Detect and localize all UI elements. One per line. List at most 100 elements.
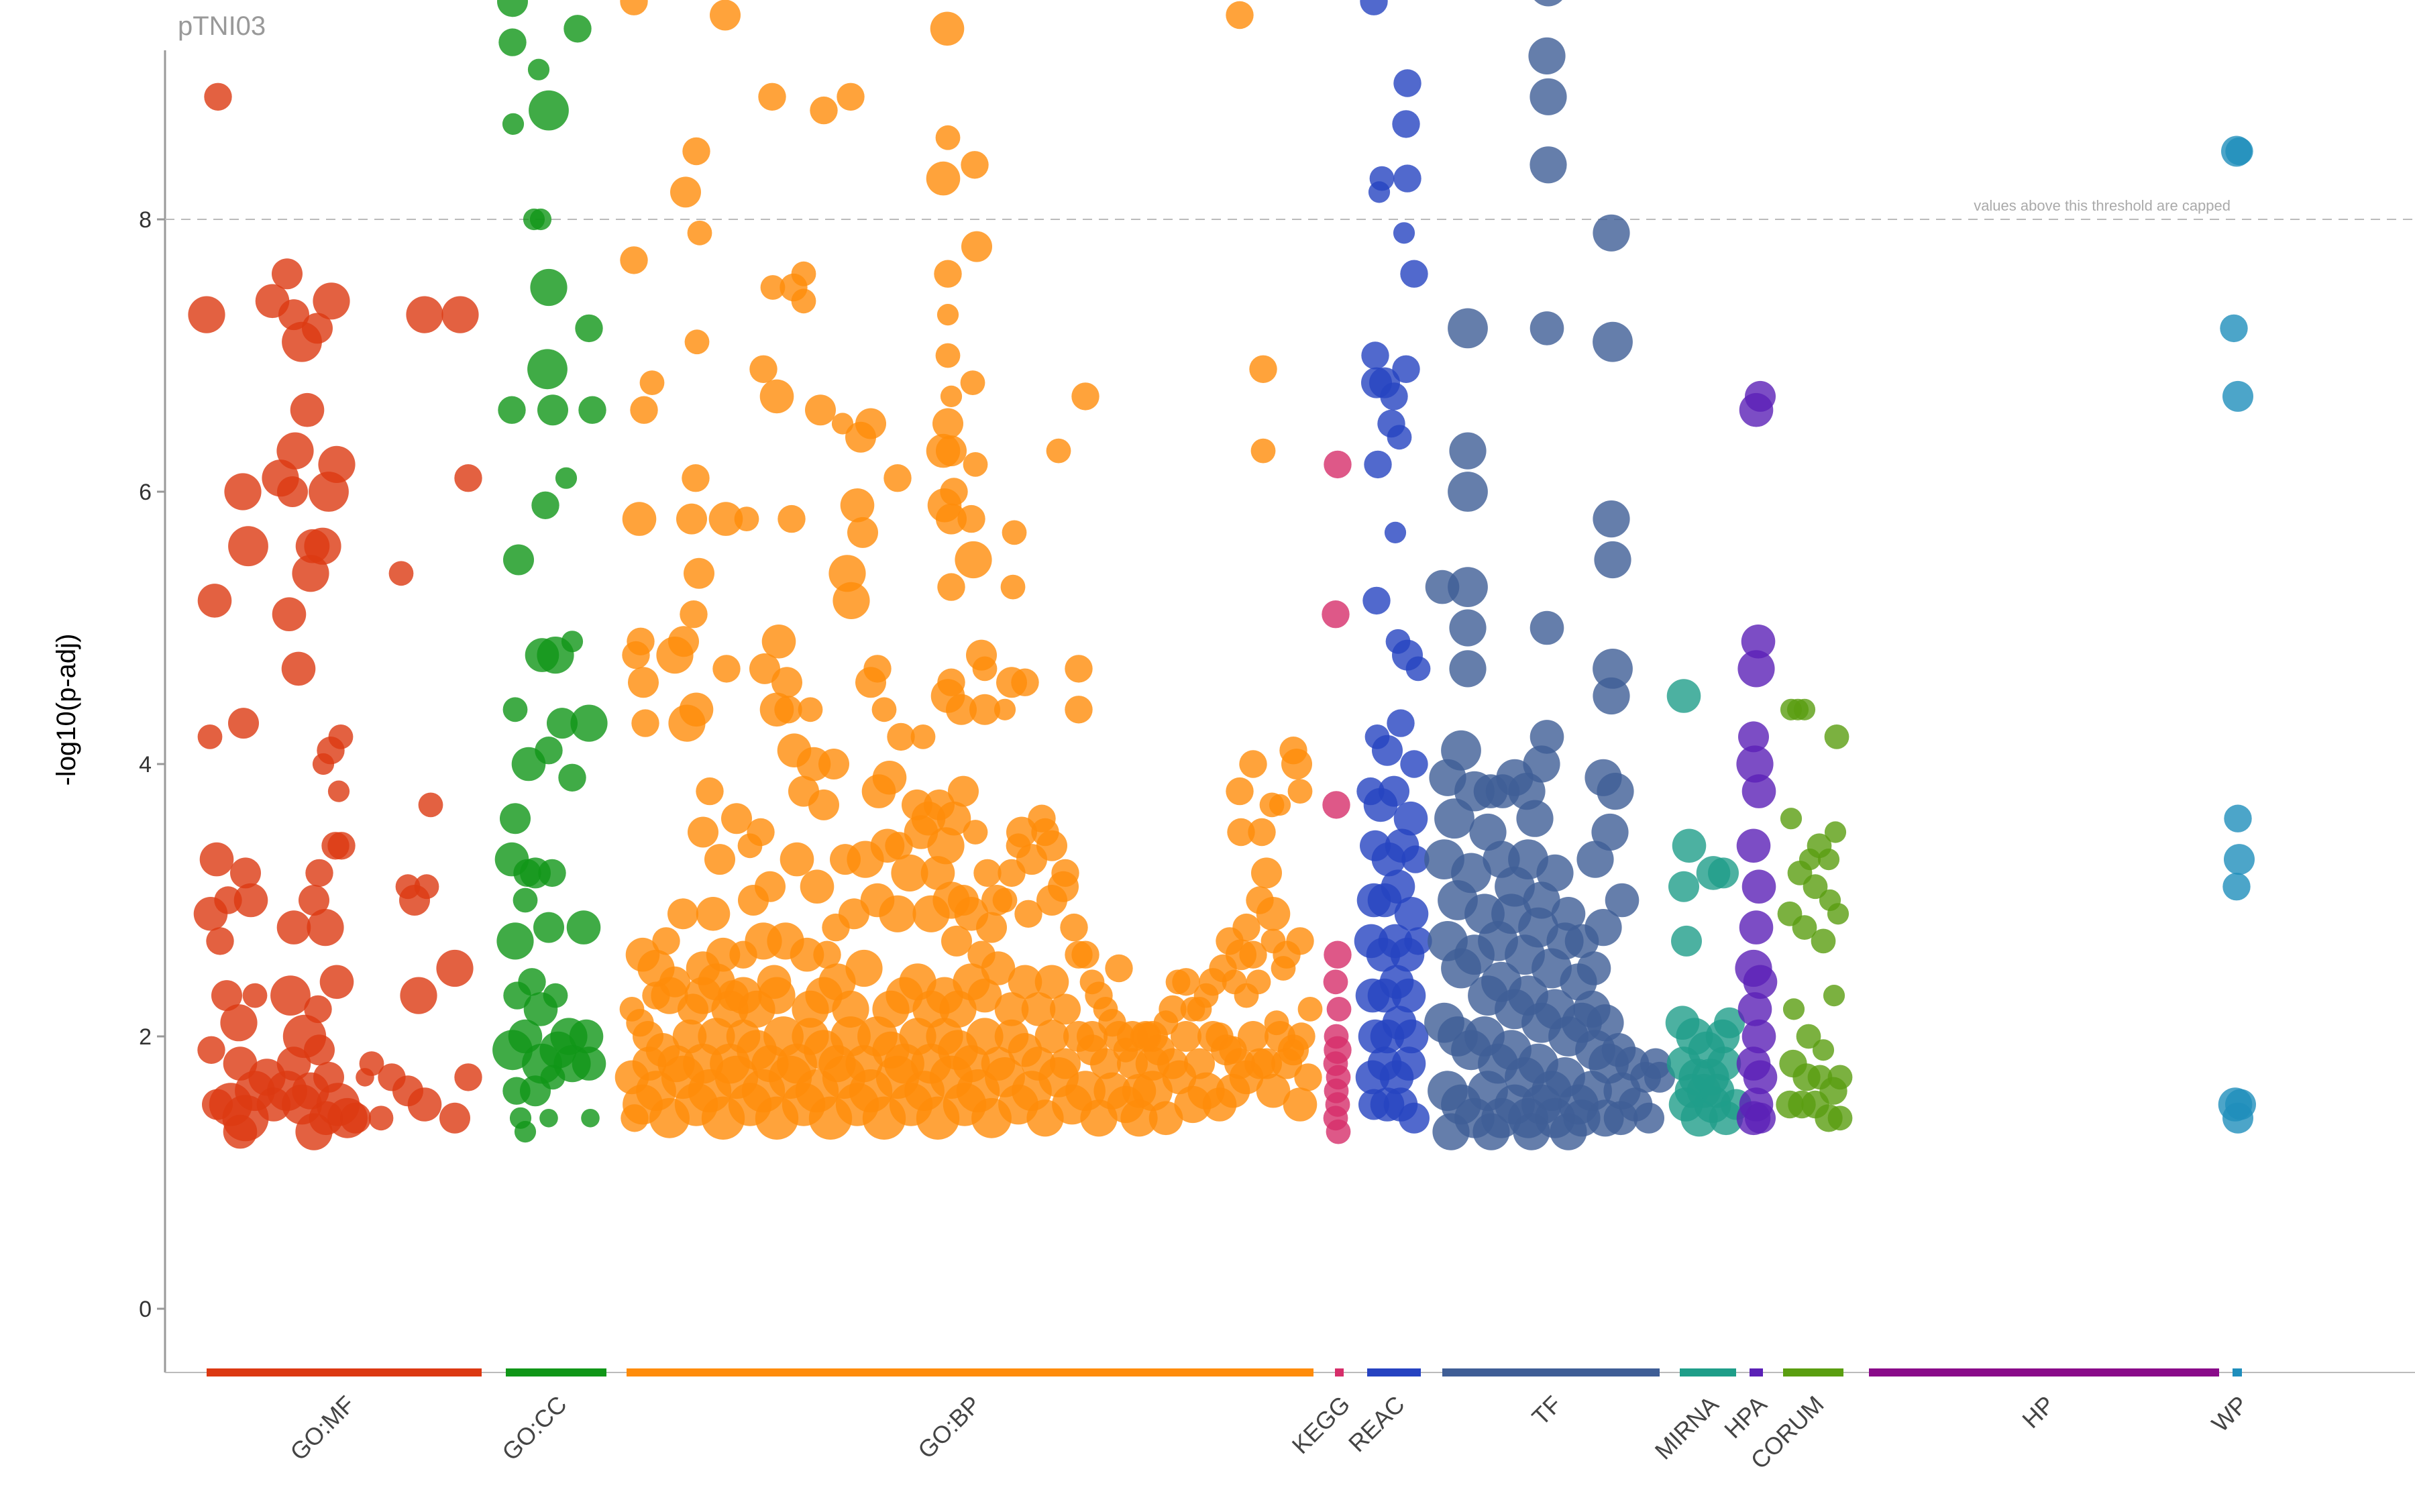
data-point [197,1036,225,1065]
source-bar [207,1368,482,1376]
data-point [1034,965,1069,1000]
data-point [570,704,608,742]
data-point [1065,655,1093,683]
source-bars [207,1368,2242,1376]
data-point [710,0,741,31]
data-point [808,789,839,820]
source-label: GO:CC [496,1391,572,1466]
data-point [1644,1061,1675,1093]
data-point [272,597,307,631]
data-point [887,722,915,751]
data-point [934,260,962,288]
data-point [368,1105,394,1131]
data-point [1591,813,1629,851]
data-point [830,844,861,875]
data-point [1384,521,1407,544]
data-point [1529,610,1564,645]
data-point [1563,1099,1601,1137]
data-point [946,694,977,725]
data-point [1454,934,1495,975]
data-point [1472,1113,1510,1150]
data-point [1546,922,1584,960]
source-bar [1783,1368,1843,1376]
data-point [527,349,568,390]
data-point [1434,798,1474,839]
data-point [805,394,836,426]
source-label: HP [2017,1391,2059,1434]
data-point [1380,382,1408,411]
data-point [998,859,1026,887]
data-point [1021,992,1056,1026]
data-point [749,653,780,684]
data-point [1006,833,1031,859]
data-point [439,1102,470,1134]
data-point [223,1114,258,1149]
data-point [1381,869,1415,904]
data-point [1324,450,1352,479]
data-point [1401,845,1430,873]
data-point [1536,854,1574,892]
y-tick-label: 4 [139,752,152,777]
data-point [1671,925,1702,957]
data-point [621,1104,649,1132]
data-point [1529,146,1567,184]
data-point [712,655,741,683]
data-point [1171,1021,1201,1052]
data-point [272,258,303,290]
data-point [540,1065,566,1090]
data-point [538,859,566,887]
data-point [1707,1046,1741,1081]
data-point [955,541,992,579]
data-point [318,445,356,484]
data-point [1432,1113,1470,1150]
data-point [822,913,850,942]
data-point [1400,260,1428,288]
data-point [1248,818,1276,847]
data-point [1360,0,1388,15]
data-point [1008,965,1042,1000]
data-point [688,816,718,848]
data-point [1251,857,1282,889]
data-point [1594,541,1631,579]
data-point [1324,940,1352,969]
data-point [578,396,606,424]
data-point [406,296,443,333]
data-point [747,818,775,847]
data-point [1394,897,1429,931]
data-point [1741,869,1776,904]
data-point [687,220,712,246]
data-point [1172,968,1200,996]
data-point [963,820,988,845]
data-point [912,895,950,932]
data-point [1529,78,1567,115]
data-point [388,561,414,586]
data-point [1372,735,1403,766]
data-point [1405,656,1431,682]
data-point [704,844,735,875]
data-point [872,761,907,795]
data-point [1593,500,1630,538]
data-point [1593,214,1630,252]
data-point [454,464,482,492]
data-point [1404,927,1432,955]
data-point [572,1046,606,1081]
data-point [721,803,752,834]
data-point [276,432,314,470]
data-point [1400,750,1428,778]
y-tick-label: 6 [139,480,152,505]
data-point [543,983,568,1008]
data-point [197,584,232,618]
data-point [1803,874,1828,900]
data-point [1077,1021,1108,1052]
data-point [1666,679,1701,713]
data-point [224,473,262,510]
source-bar [1335,1368,1344,1376]
data-point [1326,1119,1351,1144]
y-tick-label: 0 [139,1297,152,1322]
data-point [1780,808,1803,830]
data-point [496,922,534,960]
source-label: GO:BP [912,1391,986,1464]
data-point [1633,1102,1664,1134]
data-point [199,842,234,877]
